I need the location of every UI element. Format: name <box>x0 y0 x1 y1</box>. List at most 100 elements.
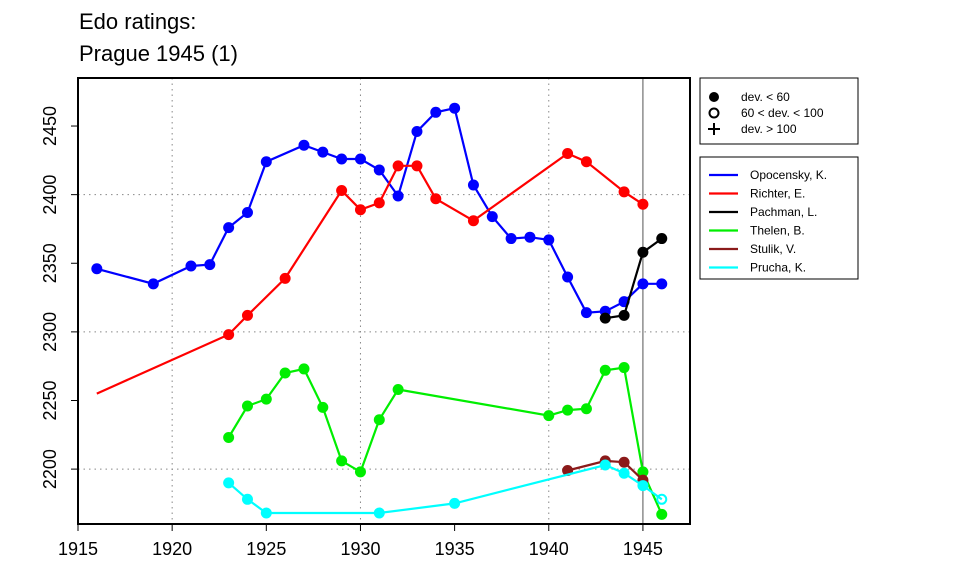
data-point <box>524 231 536 243</box>
series-legend-box <box>699 156 859 280</box>
data-point <box>430 193 442 205</box>
data-point <box>656 233 668 245</box>
data-point <box>279 367 291 379</box>
data-point <box>373 164 385 176</box>
data-point <box>580 403 592 415</box>
data-point <box>373 197 385 209</box>
filled-circle-icon <box>709 92 719 102</box>
data-point <box>354 204 366 216</box>
deviation-legend: dev. < 60 60 < dev. < 100 dev. > 100 <box>699 77 859 145</box>
data-point <box>336 455 348 467</box>
data-point <box>618 362 630 374</box>
y-tick-label: 2450 <box>40 106 60 146</box>
series-line <box>96 106 662 314</box>
data-point <box>618 186 630 198</box>
deviation-legend-label: 60 < dev. < 100 <box>741 106 824 120</box>
data-point <box>260 393 272 405</box>
series-legend: Opocensky, K. Richter, E. Pachman, L. Thele… <box>699 156 859 280</box>
series-2 <box>96 147 649 395</box>
data-point <box>223 432 235 444</box>
data-point <box>486 211 498 223</box>
data-point <box>392 384 404 396</box>
series-line <box>605 237 663 320</box>
x-tick-label: 1915 <box>58 539 98 559</box>
data-point <box>147 278 159 290</box>
deviation-legend-label: dev. > 100 <box>741 122 797 136</box>
data-point <box>637 198 649 210</box>
data-point <box>336 185 348 197</box>
data-point <box>618 309 630 321</box>
data-series <box>91 102 668 520</box>
data-point <box>543 410 555 422</box>
data-point <box>599 364 611 376</box>
y-tick-label: 2250 <box>40 380 60 420</box>
y-tick-label: 2400 <box>40 175 60 215</box>
data-point <box>656 278 668 290</box>
x-tick-label: 1920 <box>152 539 192 559</box>
series-line <box>96 152 644 395</box>
x-tick-label: 1930 <box>340 539 380 559</box>
data-point <box>354 466 366 478</box>
deviation-legend-box <box>699 77 859 145</box>
series-4 <box>223 362 668 520</box>
data-point <box>260 507 272 519</box>
data-point <box>91 263 103 275</box>
data-point <box>637 480 649 492</box>
series-line <box>227 463 663 515</box>
data-point-open <box>656 493 668 505</box>
series-line <box>567 459 644 481</box>
data-point <box>185 260 197 272</box>
series-1 <box>91 102 668 319</box>
plot-frame <box>77 77 691 525</box>
chart-title: Edo ratings: Prague 1945 (1) <box>79 9 238 66</box>
data-point <box>411 160 423 172</box>
series-legend-label: Pachman, L. <box>750 205 817 219</box>
data-point <box>580 156 592 168</box>
chart-title-line: Prague 1945 (1) <box>79 41 238 66</box>
grid-lines <box>78 78 690 524</box>
y-tick-label: 2350 <box>40 243 60 283</box>
data-point <box>373 414 385 426</box>
data-point <box>599 312 611 324</box>
data-point <box>223 477 235 489</box>
series-legend-label: Opocensky, K. <box>750 168 827 182</box>
data-point <box>241 206 253 218</box>
data-point <box>411 126 423 138</box>
series-legend-label: Richter, E. <box>750 187 805 201</box>
axes: 1915 1920 1925 1930 1935 1940 1945 2200 2250 2300… <box>40 106 663 559</box>
data-point <box>637 278 649 290</box>
y-tick-label: 2200 <box>40 449 60 489</box>
data-point <box>373 507 385 519</box>
data-point <box>336 153 348 165</box>
data-point <box>298 139 310 151</box>
data-point <box>241 493 253 505</box>
plus-icon <box>708 123 720 135</box>
data-point <box>241 309 253 321</box>
y-tick-label: 2300 <box>40 312 60 352</box>
data-point <box>204 259 216 271</box>
data-point <box>279 272 291 284</box>
data-point <box>449 102 461 114</box>
data-point <box>392 190 404 202</box>
data-point <box>241 400 253 412</box>
data-point <box>354 153 366 165</box>
series-line <box>227 366 663 515</box>
data-point <box>223 222 235 234</box>
series-3 <box>599 233 668 324</box>
data-point <box>260 156 272 168</box>
data-point <box>467 215 479 227</box>
chart-title-line: Edo ratings: <box>79 9 196 34</box>
data-point <box>392 160 404 172</box>
x-tick-label: 1935 <box>435 539 475 559</box>
data-point <box>637 246 649 258</box>
x-tick-label: 1945 <box>623 539 663 559</box>
data-point <box>298 363 310 375</box>
x-tick-label: 1940 <box>529 539 569 559</box>
data-point <box>618 467 630 479</box>
data-point <box>599 459 611 471</box>
data-point <box>618 456 630 468</box>
data-point <box>656 508 668 520</box>
series-6 <box>223 459 668 519</box>
data-point <box>562 404 574 416</box>
